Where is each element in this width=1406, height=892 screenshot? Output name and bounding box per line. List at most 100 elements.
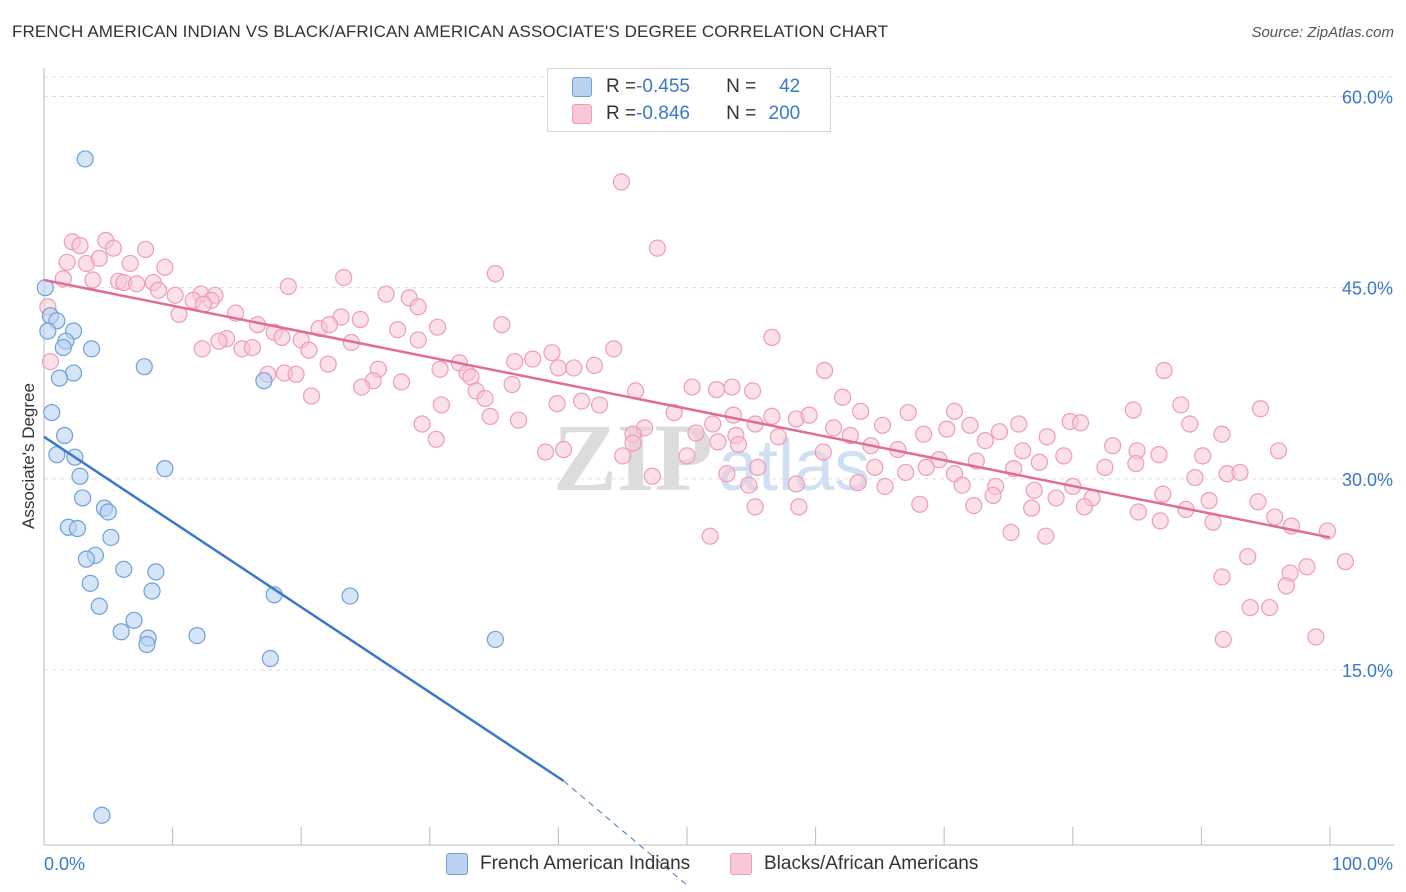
data-point-pink xyxy=(1241,598,1259,617)
data-point-pink xyxy=(273,328,291,346)
data-point-pink xyxy=(1038,428,1056,446)
data-point-pink xyxy=(1181,415,1199,433)
data-point-pink xyxy=(121,254,139,273)
trend-line-blue xyxy=(43,435,565,782)
data-point-pink xyxy=(427,430,445,448)
data-point-pink xyxy=(1129,503,1147,521)
data-point-pink xyxy=(873,416,892,434)
axes xyxy=(43,68,1394,846)
legend-r-value: -0.455 xyxy=(636,76,690,97)
data-point-pink xyxy=(1014,442,1032,460)
data-point-pink xyxy=(1277,577,1295,595)
data-point-pink xyxy=(990,423,1009,441)
data-point-pink xyxy=(834,388,852,406)
data-point-pink xyxy=(1200,491,1218,510)
data-point-pink xyxy=(965,496,983,515)
data-point-pink xyxy=(302,387,321,405)
data-point-pink xyxy=(1025,481,1043,499)
data-point-pink xyxy=(1127,454,1145,473)
data-point-pink xyxy=(743,382,762,400)
chart-title: FRENCH AMERICAN INDIAN VS BLACK/AFRICAN … xyxy=(12,22,889,41)
blue-points xyxy=(36,150,504,824)
data-point-pink xyxy=(104,239,123,257)
bottom-legend-label-pink: Blacks/African Americans xyxy=(764,853,979,874)
data-point-pink xyxy=(590,396,609,414)
data-point-pink xyxy=(729,435,748,454)
data-point-blue xyxy=(255,372,273,390)
data-point-pink xyxy=(678,447,696,465)
data-point-pink xyxy=(938,420,956,438)
data-point-pink xyxy=(605,340,623,358)
data-point-pink xyxy=(565,359,583,377)
data-point-pink xyxy=(543,344,561,362)
data-point-pink xyxy=(1104,437,1122,455)
bottom-legend-blue: French American Indians xyxy=(446,852,690,876)
data-point-pink xyxy=(1037,527,1055,545)
data-point-pink xyxy=(643,467,661,485)
stats-legend: R = -0.455 N = 42 R = -0.846 N = 200 xyxy=(547,68,831,132)
y-tick-label: 60.0% xyxy=(1342,88,1393,108)
data-point-blue xyxy=(112,623,130,641)
data-point-pink xyxy=(585,356,604,375)
data-point-pink xyxy=(90,249,108,267)
data-point-pink xyxy=(624,434,642,452)
data-point-blue xyxy=(76,150,94,168)
data-point-pink xyxy=(1251,400,1270,418)
data-point-pink xyxy=(1155,361,1173,380)
data-point-pink xyxy=(763,328,781,346)
data-point-pink xyxy=(166,286,184,304)
trend-lines xyxy=(43,278,1331,886)
legend-n-value: 200 xyxy=(768,103,801,124)
data-point-pink xyxy=(648,239,667,257)
data-point-pink xyxy=(1266,508,1284,526)
data-point-pink xyxy=(800,406,818,424)
legend-n-label: N = xyxy=(726,76,757,97)
data-point-blue xyxy=(54,338,72,357)
y-tick-label: 30.0% xyxy=(1342,470,1393,490)
data-point-pink xyxy=(701,527,719,545)
data-point-pink xyxy=(1260,598,1279,617)
data-point-pink xyxy=(852,402,870,420)
data-point-pink xyxy=(243,338,261,357)
data-point-pink xyxy=(825,419,843,437)
trend-line-pink xyxy=(43,278,1331,539)
data-point-pink xyxy=(1231,463,1249,482)
data-point-pink xyxy=(1204,513,1222,531)
data-point-pink xyxy=(704,415,722,433)
data-point-pink xyxy=(1307,628,1325,646)
data-point-pink xyxy=(665,403,683,422)
data-point-pink xyxy=(493,316,511,334)
data-point-pink xyxy=(1249,493,1267,511)
data-point-pink xyxy=(814,443,832,461)
data-point-pink xyxy=(1154,485,1172,503)
data-point-pink xyxy=(915,425,933,443)
legend-r-label: R = xyxy=(606,103,637,124)
data-point-pink xyxy=(769,428,787,446)
data-point-pink xyxy=(899,403,917,422)
legend-swatch-blue xyxy=(572,77,592,97)
data-point-pink xyxy=(476,389,494,408)
data-point-pink xyxy=(763,407,781,425)
data-point-pink xyxy=(1075,498,1093,516)
data-point-pink xyxy=(1214,630,1232,649)
data-point-blue xyxy=(261,649,279,668)
data-point-pink xyxy=(1010,415,1028,433)
data-point-blue xyxy=(102,528,120,547)
data-point-pink xyxy=(41,352,60,371)
data-point-blue xyxy=(115,560,133,578)
data-point-pink xyxy=(683,378,701,396)
x-tick-label-max: 100.0% xyxy=(1332,854,1393,874)
data-point-pink xyxy=(945,402,964,420)
data-point-blue xyxy=(156,460,174,478)
data-point-pink xyxy=(351,310,369,329)
data-point-pink xyxy=(432,396,450,414)
data-point-pink xyxy=(1124,401,1142,419)
data-point-pink xyxy=(849,474,867,492)
data-point-pink xyxy=(1269,442,1288,460)
data-point-pink xyxy=(377,285,395,303)
data-point-pink xyxy=(707,381,726,399)
data-point-blue xyxy=(73,489,92,507)
data-point-pink xyxy=(1002,523,1020,541)
data-point-blue xyxy=(188,626,206,645)
data-point-pink xyxy=(149,281,168,299)
